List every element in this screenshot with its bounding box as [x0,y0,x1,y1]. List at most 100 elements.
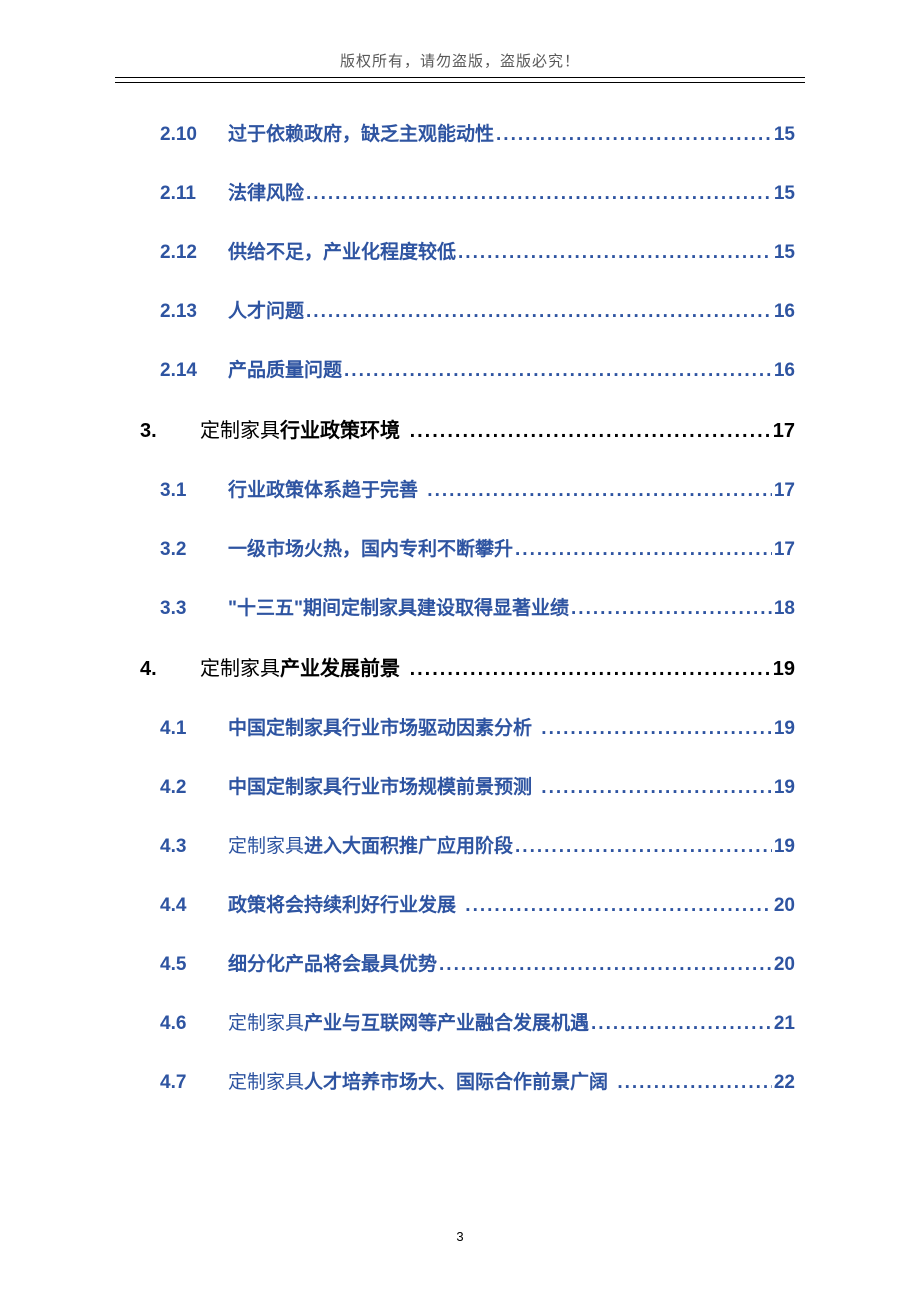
toc-page-ref: 15 [772,183,795,205]
toc-entry[interactable]: 3.定制家具行业政策环境 17 [140,414,795,443]
toc-leader-dots [513,836,772,858]
toc-title-text: 人才问题 [228,301,304,322]
toc-title: 产品质量问题 [228,355,342,382]
toc-leader-dots [304,183,772,205]
toc-leader-dots [437,954,772,976]
toc-leader-dots [342,360,772,382]
page-number: 3 [0,1229,920,1244]
toc-title-text: 产业与互联网等产业融合发展机遇 [304,1013,589,1034]
toc-title: 过于依赖政府，缺乏主观能动性 [228,119,494,146]
toc-entry[interactable]: 4.5细分化产品将会最具优势 20 [140,949,795,976]
toc-title: 定制家具产业与互联网等产业融合发展机遇 [228,1008,589,1035]
copyright-header: 版权所有，请勿盗版，盗版必究！ [115,50,805,71]
toc-title: 定制家具产业发展前景 [200,652,400,681]
toc-leader-dots [589,1013,772,1035]
toc-page-ref: 19 [772,836,795,858]
toc-title-prefix: 定制家具 [228,836,304,857]
table-of-contents: 2.10过于依赖政府，缺乏主观能动性152.11法律风险152.12供给不足，产… [115,119,805,1094]
toc-title: 行业政策体系趋于完善 [228,475,418,502]
toc-leader-dots [400,658,771,681]
toc-number: 3. [140,420,200,443]
toc-title-prefix: 定制家具 [200,420,280,442]
toc-title-text: 过于依赖政府，缺乏主观能动性 [228,124,494,145]
toc-title: 一级市场火热，国内专利不断攀升 [228,534,513,561]
toc-leader-dots [494,124,772,146]
toc-page-ref: 21 [772,1013,795,1035]
toc-entry[interactable]: 4.3定制家具进入大面积推广应用阶段 19 [140,831,795,858]
toc-title-text: 细分化产品将会最具优势 [228,954,437,975]
toc-title-prefix: 定制家具 [200,658,280,680]
header-divider-thick [115,77,805,78]
toc-page-ref: 17 [772,539,795,561]
toc-title: 定制家具进入大面积推广应用阶段 [228,831,513,858]
toc-title-text: 行业政策环境 [280,420,400,442]
toc-title-text: 人才培养市场大、国际合作前景广阔 [304,1072,608,1093]
toc-title: 细分化产品将会最具优势 [228,949,437,976]
toc-number: 4.3 [160,836,228,858]
toc-entry[interactable]: 4.6定制家具产业与互联网等产业融合发展机遇 21 [140,1008,795,1035]
toc-entry[interactable]: 4.4政策将会持续利好行业发展20 [140,890,795,917]
toc-page-ref: 18 [772,598,795,620]
toc-title: 供给不足，产业化程度较低 [228,237,456,264]
toc-number: 2.13 [160,301,228,323]
toc-page-ref: 17 [771,420,795,443]
toc-number: 4.1 [160,718,228,740]
toc-leader-dots [608,1072,772,1094]
toc-number: 4.4 [160,895,228,917]
toc-title-prefix: 定制家具 [228,1072,304,1093]
toc-title-text: 供给不足，产业化程度较低 [228,242,456,263]
toc-entry[interactable]: 3.2一级市场火热，国内专利不断攀升 17 [140,534,795,561]
toc-entry[interactable]: 2.14产品质量问题16 [140,355,795,382]
toc-title-text: 法律风险 [228,183,304,204]
toc-title-text: 产品质量问题 [228,360,342,381]
toc-title-text: 行业政策体系趋于完善 [228,480,418,501]
toc-page-ref: 19 [772,777,795,799]
toc-entry[interactable]: 4.1中国定制家具行业市场驱动因素分析19 [140,713,795,740]
toc-title: 定制家具行业政策环境 [200,414,400,443]
toc-entry[interactable]: 4.定制家具产业发展前景 19 [140,652,795,681]
toc-title: 法律风险 [228,178,304,205]
toc-leader-dots [532,777,772,799]
toc-entry[interactable]: 2.13人才问题 16 [140,296,795,323]
toc-entry[interactable]: 3.1行业政策体系趋于完善 17 [140,475,795,502]
toc-number: 3.3 [160,598,228,620]
toc-number: 2.14 [160,360,228,382]
toc-page-ref: 20 [772,954,795,976]
toc-title: 人才问题 [228,296,304,323]
header-divider-thin [115,82,805,83]
toc-entry[interactable]: 4.2中国定制家具行业市场规模前景预测 19 [140,772,795,799]
toc-number: 2.12 [160,242,228,264]
toc-entry[interactable]: 3.3"十三五"期间定制家具建设取得显著业绩 18 [140,593,795,620]
toc-number: 4.2 [160,777,228,799]
toc-entry[interactable]: 2.11法律风险 15 [140,178,795,205]
toc-leader-dots [418,480,772,502]
toc-number: 4. [140,658,200,681]
toc-number: 3.2 [160,539,228,561]
toc-leader-dots [304,301,772,323]
toc-number: 4.6 [160,1013,228,1035]
toc-entry[interactable]: 2.10过于依赖政府，缺乏主观能动性15 [140,119,795,146]
toc-entry[interactable]: 4.7定制家具人才培养市场大、国际合作前景广阔22 [140,1067,795,1094]
toc-title: 中国定制家具行业市场驱动因素分析 [228,713,532,740]
toc-leader-dots [532,718,772,740]
toc-number: 4.5 [160,954,228,976]
toc-page-ref: 15 [772,242,795,264]
toc-number: 3.1 [160,480,228,502]
toc-number: 2.11 [160,183,228,205]
toc-leader-dots [513,539,772,561]
toc-entry[interactable]: 2.12供给不足，产业化程度较低 15 [140,237,795,264]
toc-title-text: 中国定制家具行业市场驱动因素分析 [228,718,532,739]
toc-title: 定制家具人才培养市场大、国际合作前景广阔 [228,1067,608,1094]
toc-page-ref: 16 [772,301,795,323]
toc-page-ref: 17 [772,480,795,502]
toc-title-text: 中国定制家具行业市场规模前景预测 [228,777,532,798]
toc-leader-dots [456,242,772,264]
toc-title: 中国定制家具行业市场规模前景预测 [228,772,532,799]
toc-title-prefix: 定制家具 [228,1013,304,1034]
toc-page-ref: 20 [772,895,795,917]
toc-page-ref: 19 [771,658,795,681]
toc-page-ref: 15 [772,124,795,146]
toc-leader-dots [569,598,772,620]
toc-title-text: "十三五"期间定制家具建设取得显著业绩 [228,598,569,619]
toc-number: 4.7 [160,1072,228,1094]
